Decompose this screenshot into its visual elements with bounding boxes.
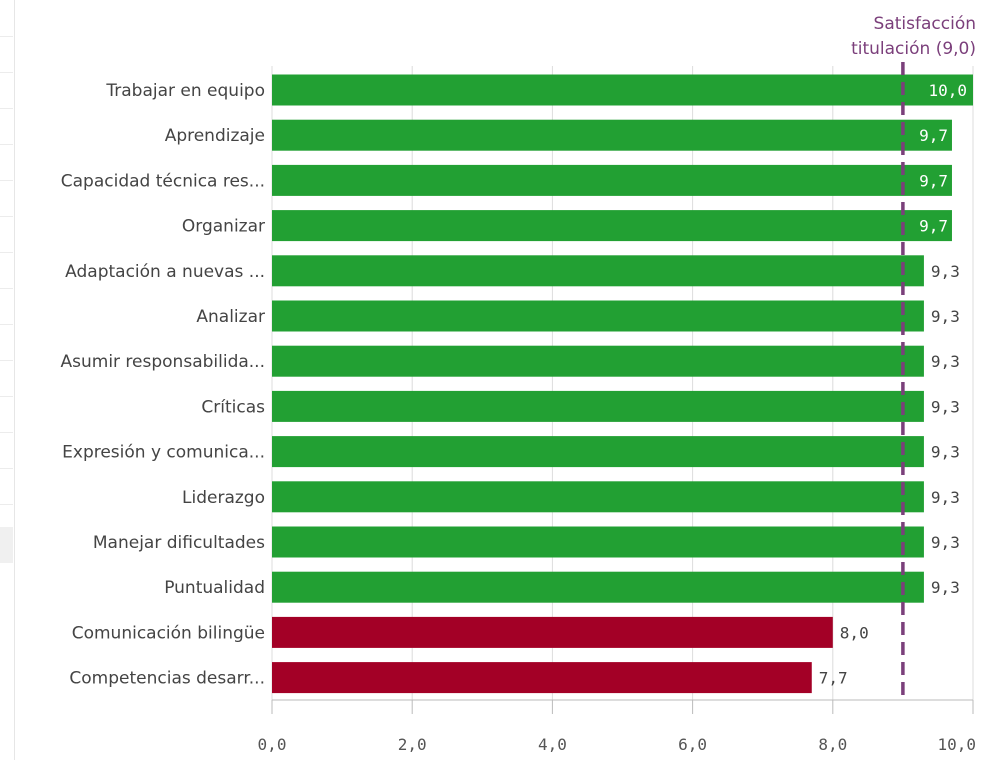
- bar: [272, 210, 952, 242]
- bar: [272, 119, 952, 151]
- x-tick-label: 6,0: [678, 735, 707, 754]
- bar: [272, 616, 833, 648]
- value-label: 9,7: [919, 171, 948, 190]
- panel-row-divider: [0, 72, 13, 73]
- panel-row-divider: [0, 468, 13, 469]
- x-axis: 0,0 2,0 4,0 6,0 8,0 10,0: [258, 699, 976, 754]
- value-label: 10,0: [928, 81, 967, 100]
- category-label: Trabajar en equipo: [105, 81, 265, 101]
- value-label: 7,7: [819, 669, 848, 688]
- panel-row-divider: [0, 108, 13, 109]
- value-label: 9,3: [931, 578, 960, 597]
- panel-selected-cell: [0, 527, 13, 563]
- category-label: Organizar: [182, 217, 265, 237]
- reference-line-group: Satisfacción titulación (9,0): [851, 14, 976, 700]
- bar: [272, 481, 924, 513]
- value-label: 9,3: [931, 397, 960, 416]
- category-label: Expresión y comunica...: [62, 443, 265, 463]
- panel-row-divider: [0, 252, 13, 253]
- bar: [272, 300, 924, 332]
- x-tick-label: 0,0: [258, 735, 287, 754]
- value-label: 9,7: [919, 126, 948, 145]
- bar: [272, 571, 924, 603]
- reference-line-label: titulación (9,0): [851, 39, 976, 59]
- left-panel-edge: [0, 0, 15, 760]
- value-label: 9,3: [931, 533, 960, 552]
- category-label: Adaptación a nuevas ...: [65, 262, 265, 282]
- panel-row-divider: [0, 396, 13, 397]
- bar: [272, 390, 924, 422]
- category-label: Capacidad técnica res...: [61, 171, 265, 191]
- category-label: Asumir responsabilida...: [61, 352, 266, 372]
- bar: [272, 436, 924, 468]
- panel-row-divider: [0, 216, 13, 217]
- panel-row-divider: [0, 144, 13, 145]
- category-label: Aprendizaje: [165, 126, 265, 146]
- bar: [272, 662, 812, 694]
- panel-row-divider: [0, 36, 13, 37]
- value-label: 9,3: [931, 488, 960, 507]
- category-label: Comunicación bilingüe: [72, 623, 265, 643]
- category-label: Puntualidad: [164, 578, 265, 598]
- panel-row-divider: [0, 504, 13, 505]
- bar: [272, 74, 973, 106]
- bar: [272, 164, 952, 196]
- value-label: 8,0: [840, 623, 869, 642]
- value-label: 9,3: [931, 307, 960, 326]
- bar: [272, 345, 924, 377]
- value-label: 9,3: [931, 352, 960, 371]
- category-label: Manejar dificultades: [93, 533, 265, 553]
- panel-row-divider: [0, 288, 13, 289]
- category-label: Críticas: [201, 397, 265, 417]
- value-label: 9,7: [919, 217, 948, 236]
- panel-row-divider: [0, 324, 13, 325]
- chart-grid: [271, 66, 974, 700]
- x-tick-label: 2,0: [398, 735, 427, 754]
- bar: [272, 255, 924, 287]
- panel-row-divider: [0, 180, 13, 181]
- panel-row-divider: [0, 432, 13, 433]
- panel-row-divider: [0, 360, 13, 361]
- bar: [272, 526, 924, 558]
- category-label: Liderazgo: [182, 488, 265, 508]
- x-tick-label: 8,0: [818, 735, 847, 754]
- value-label: 9,3: [931, 262, 960, 281]
- x-tick-label: 4,0: [538, 735, 567, 754]
- category-label: Competencias desarr...: [69, 669, 265, 689]
- category-label: Analizar: [196, 307, 265, 327]
- value-label: 9,3: [931, 443, 960, 462]
- reference-line-label: Satisfacción: [874, 14, 976, 34]
- chart-bars: Trabajar en equipo 10,0 Aprendizaje 9,7 Capa…: [61, 74, 973, 694]
- x-tick-label: 10,0: [937, 735, 976, 754]
